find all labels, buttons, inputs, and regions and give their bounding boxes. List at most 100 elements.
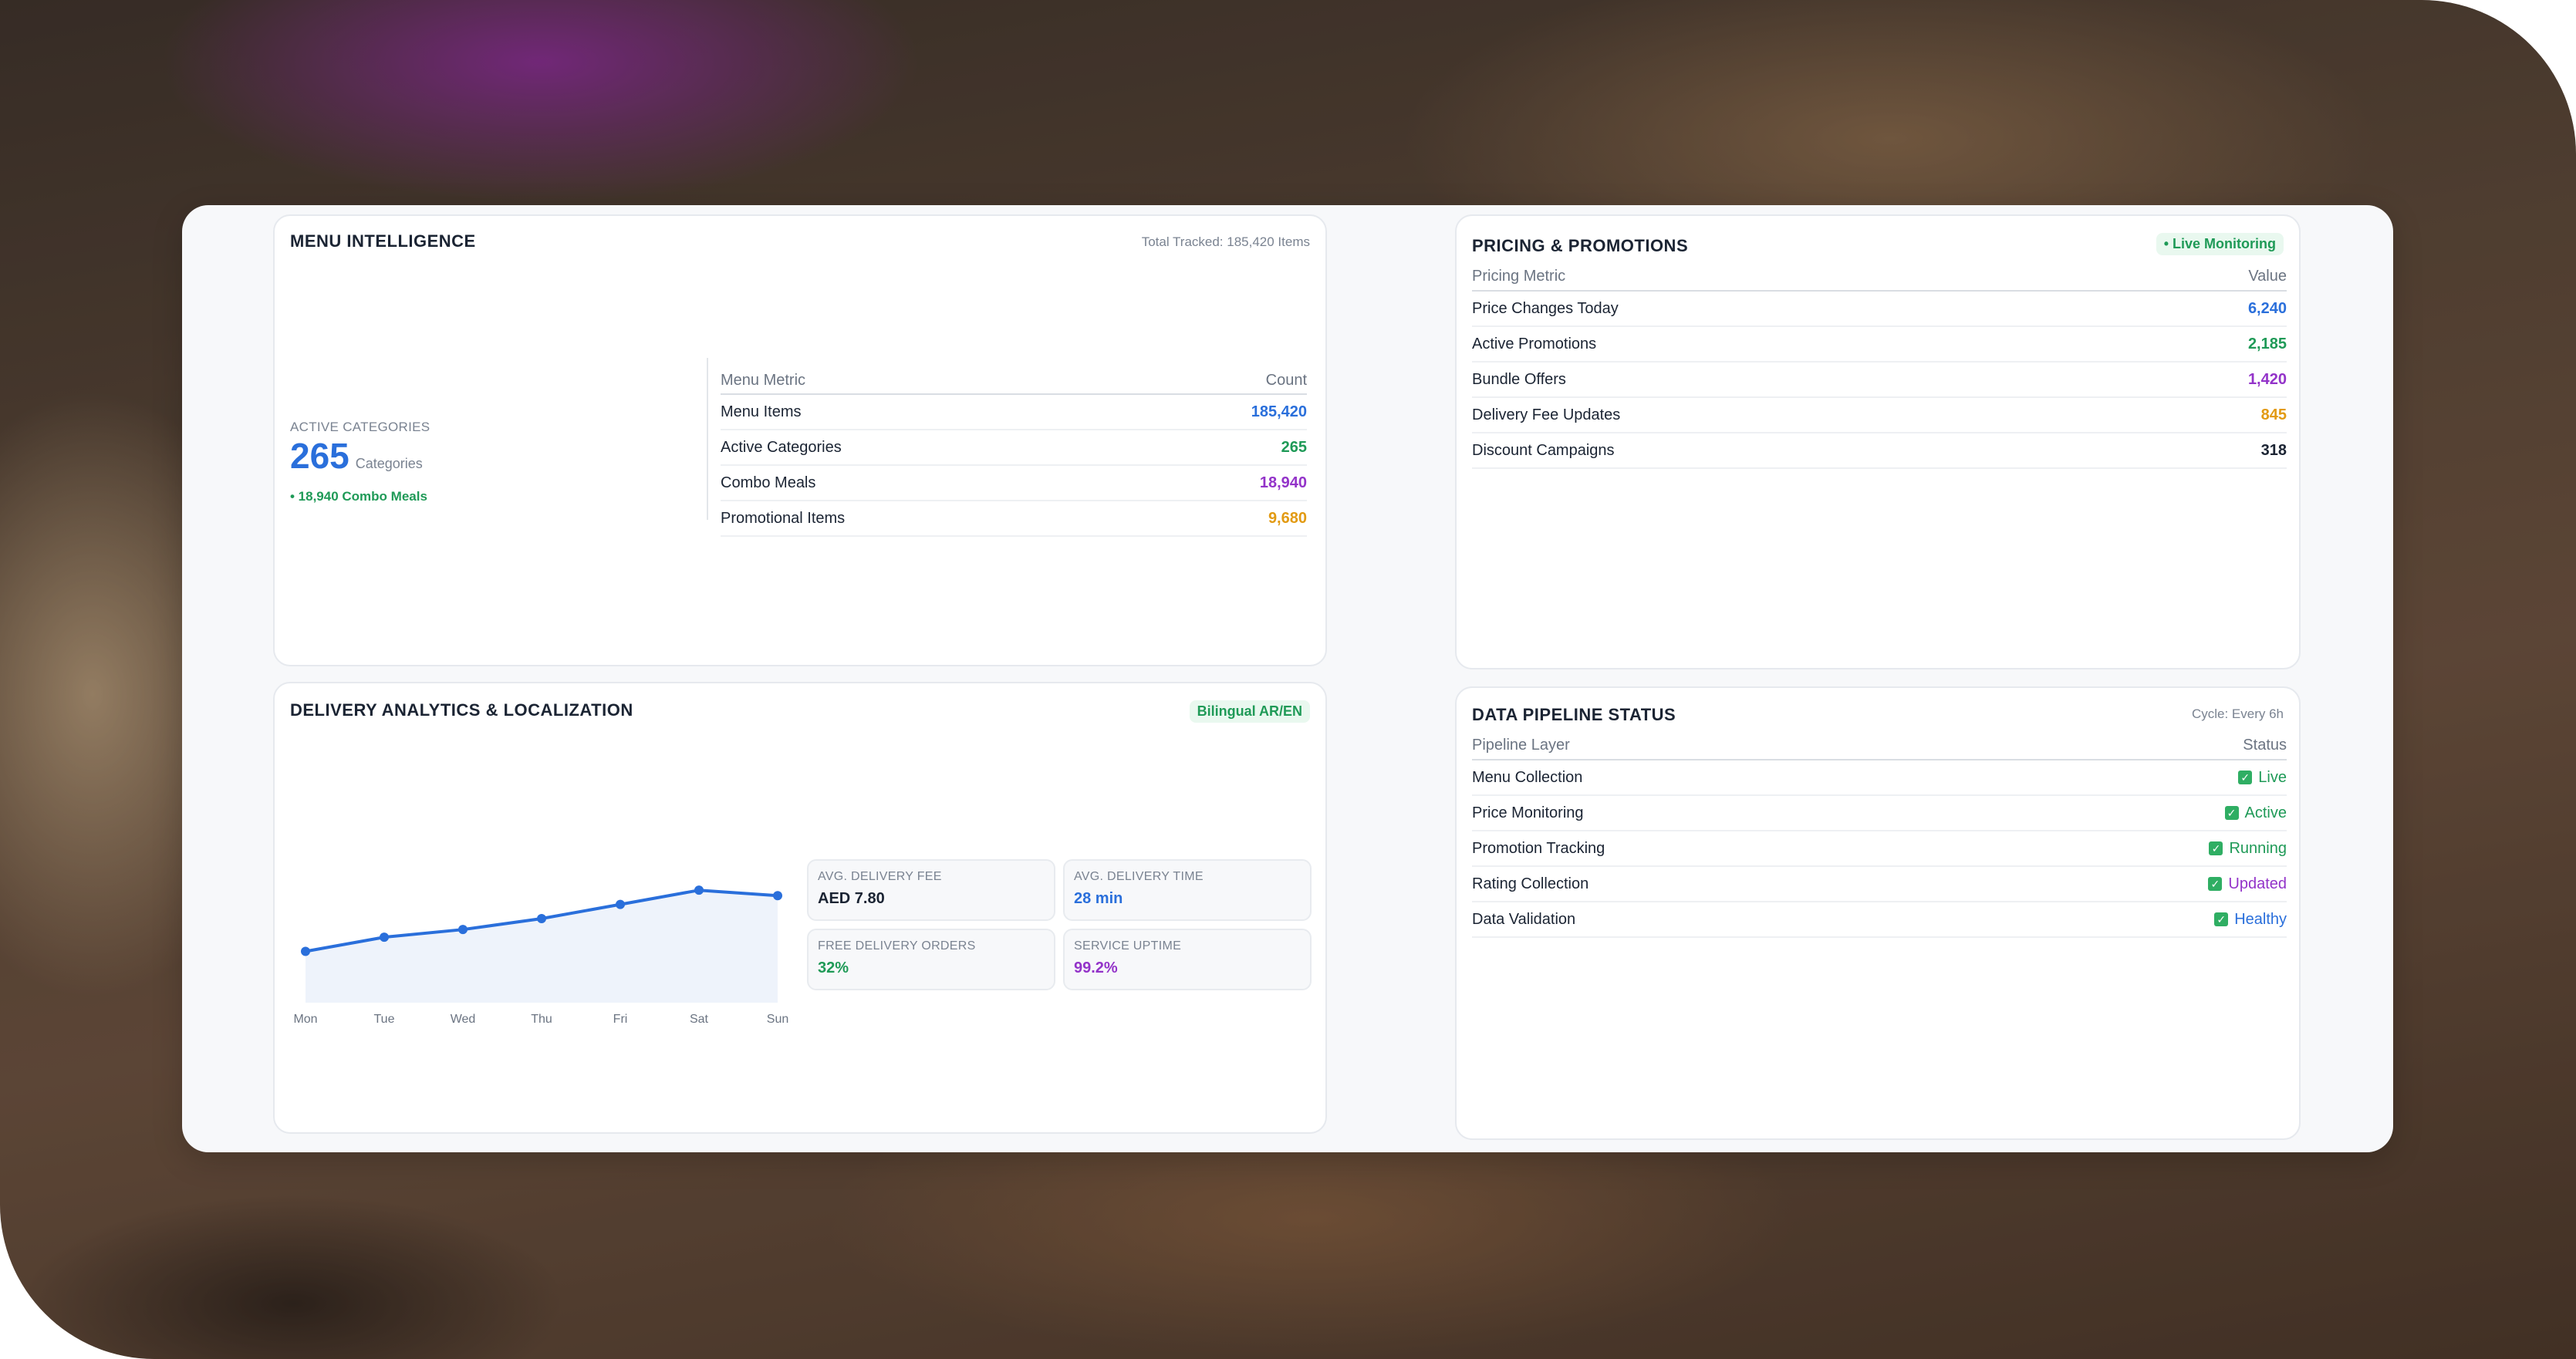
menu-metric-count: 18,940 (1259, 474, 1307, 491)
active-categories-value: 265 (290, 436, 349, 476)
pipeline-layer-label: Price Monitoring (1472, 804, 1584, 821)
stat-tile: SERVICE UPTIME 99.2% (1063, 929, 1312, 990)
value-cell: ✓ Running (2209, 840, 2287, 858)
pricing-metric-value: 845 (2260, 406, 2287, 423)
stat-value: 99.2% (1074, 959, 1118, 976)
bilingual-badge: Bilingual AR/EN (1189, 700, 1310, 723)
pipeline-table-header: Pipeline Layer Status (1472, 731, 2287, 760)
table-row: Active Promotions 2,185 (1472, 327, 2287, 363)
menu-metric-count: 265 (1281, 438, 1307, 456)
total-tracked-label: Total Tracked: 185,420 Items (1141, 234, 1310, 249)
table-row: Combo Meals 18,940 (721, 466, 1307, 501)
pipeline-layer-label: Menu Collection (1472, 768, 1583, 786)
chart-area (306, 890, 778, 1003)
value-cell: ✓ Live (2238, 769, 2287, 787)
stat-label: AVG. DELIVERY TIME (1074, 870, 1204, 883)
x-tick-label: Wed (451, 1013, 476, 1026)
menu-metric-label: Promotional Items (721, 509, 846, 527)
cycle-label: Cycle: Every 6h (2191, 706, 2284, 721)
table-row: Delivery Fee Updates 845 (1472, 398, 2287, 433)
table-row: Promotion Tracking ✓ Running (1472, 831, 2287, 867)
stat-label: FREE DELIVERY ORDERS (818, 939, 976, 953)
chart-point (537, 914, 546, 923)
table-row: Menu Collection ✓ Live (1472, 760, 2287, 796)
menu-table (707, 358, 1315, 520)
delivery-trend-chart: Mon Tue Wed Thu Fri Sat Sun (293, 885, 788, 1026)
chart-point (616, 899, 625, 909)
value-cell: ✓ Active (2224, 804, 2287, 822)
value-cell: 18,940 (1260, 474, 1307, 492)
value-cell: ✓ Healthy (2214, 911, 2287, 929)
value-cell: 185,420 (1251, 403, 1307, 421)
header-menu-metric: Menu Metric (721, 371, 806, 389)
stat-value: 28 min (1074, 890, 1123, 907)
active-categories-unit: Categories (355, 456, 423, 471)
value-cell: 6,240 (2248, 300, 2287, 318)
combo-meals-note: • 18,940 Combo Meals (290, 489, 427, 504)
pipeline-status-value: Live (2258, 768, 2287, 786)
table-row: Price Monitoring ✓ Active (1472, 796, 2287, 831)
menu-metric-label: Menu Items (721, 403, 802, 420)
pricing-metric-value: 318 (2260, 441, 2287, 459)
header-count: Count (1265, 371, 1307, 389)
stat-value: 32% (818, 959, 849, 976)
pricing-metric-value: 2,185 (2247, 335, 2287, 352)
x-tick-label: Fri (613, 1013, 628, 1026)
menu-metric-count: 9,680 (1268, 509, 1307, 527)
active-categories-stat: 265 Categories (290, 435, 423, 477)
value-cell: 9,680 (1268, 510, 1307, 528)
pricing-metric-label: Bundle Offers (1472, 370, 1566, 388)
pricing-metric-label: Delivery Fee Updates (1472, 406, 1621, 423)
stat-tile: FREE DELIVERY ORDERS 32% (807, 929, 1055, 990)
card-title: MENU INTELLIGENCE (290, 231, 476, 251)
check-icon: ✓ (2209, 841, 2223, 855)
header-pipeline-layer: Pipeline Layer (1472, 736, 1570, 754)
stat-label: SERVICE UPTIME (1074, 939, 1182, 953)
menu-metric-label: Combo Meals (721, 474, 816, 491)
chart-point (301, 946, 310, 956)
x-tick-label: Thu (531, 1013, 552, 1026)
value-cell: 2,185 (2248, 336, 2287, 353)
menu-metric-count: 185,420 (1251, 403, 1307, 420)
pipeline-layer-label: Data Validation (1472, 910, 1576, 928)
chart-point (458, 925, 468, 935)
card-title: DATA PIPELINE STATUS (1472, 705, 1676, 724)
active-categories-label: ACTIVE CATEGORIES (290, 420, 430, 434)
pricing-metric-value: 6,240 (2247, 299, 2287, 317)
pricing-metric-value: 1,420 (2247, 370, 2287, 388)
x-tick-label: Mon (293, 1013, 317, 1026)
stat-label: AVG. DELIVERY FEE (818, 870, 942, 883)
header-value: Value (2248, 267, 2287, 285)
menu-metric-label: Active Categories (721, 438, 842, 456)
value-cell: 1,420 (2248, 371, 2287, 389)
pipeline-status-value: Active (2244, 804, 2287, 821)
pipeline-status-value: Updated (2228, 875, 2287, 892)
pipeline-status-value: Healthy (2234, 910, 2287, 928)
check-icon: ✓ (2238, 771, 2253, 784)
dashboard-frame: MENU INTELLIGENCE Total Tracked: 185,420… (182, 205, 2393, 1152)
pipeline-status-value: Running (2229, 839, 2287, 857)
pricing-card: PRICING & PROMOTIONS • Live Monitoring P… (1455, 214, 2301, 669)
x-tick-label: Tue (374, 1013, 395, 1026)
header-status: Status (2243, 736, 2287, 754)
pipeline-layer-label: Promotion Tracking (1472, 839, 1605, 857)
x-tick-label: Sat (690, 1013, 709, 1026)
header-pricing-metric: Pricing Metric (1472, 267, 1566, 285)
table-row: Data Validation ✓ Healthy (1472, 902, 2287, 938)
value-cell: 318 (2261, 442, 2287, 460)
table-row: Menu Items 185,420 (721, 395, 1307, 430)
table-row: Bundle Offers 1,420 (1472, 363, 2287, 398)
stat-tile: AVG. DELIVERY FEE AED 7.80 (807, 859, 1055, 921)
pricing-metric-label: Price Changes Today (1472, 299, 1619, 317)
check-icon: ✓ (2214, 912, 2229, 926)
x-tick-label: Sun (767, 1013, 788, 1026)
check-icon: ✓ (2224, 806, 2239, 820)
table-row: Discount Campaigns 318 (1472, 433, 2287, 469)
value-cell: 845 (2261, 406, 2287, 424)
pricing-table-header: Pricing Metric Value (1472, 262, 2287, 292)
table-row: Price Changes Today 6,240 (1472, 292, 2287, 327)
value-cell: ✓ Updated (2208, 875, 2287, 893)
menu-intelligence-card: MENU INTELLIGENCE Total Tracked: 185,420… (273, 214, 1327, 666)
pricing-metric-label: Discount Campaigns (1472, 441, 1615, 459)
chart-point (380, 932, 389, 943)
